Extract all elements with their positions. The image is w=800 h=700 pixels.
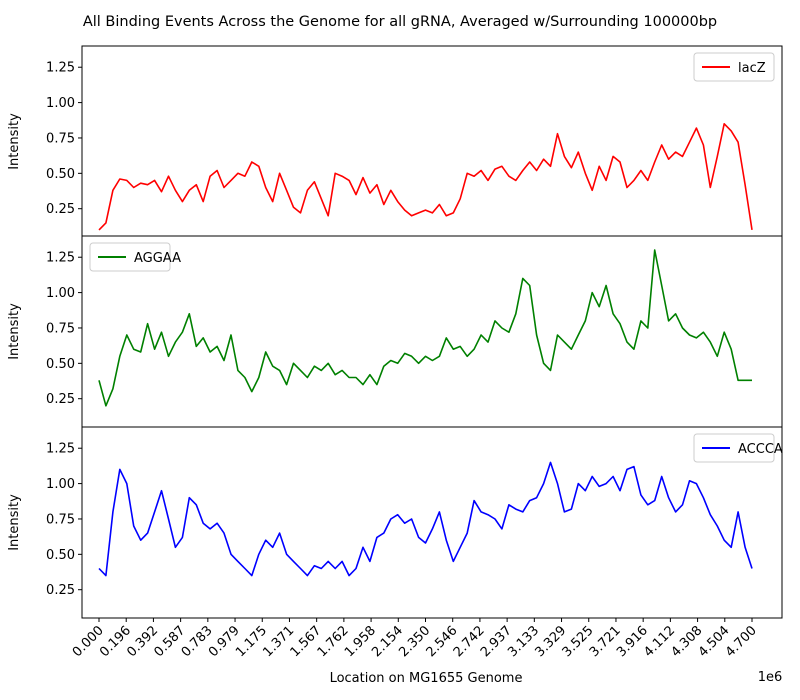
y-tick-label: 0.75 [46, 512, 75, 527]
y-tick-label: 1.00 [46, 477, 75, 492]
y-tick-label: 1.00 [46, 96, 75, 111]
legend-label: ACCCA [738, 442, 783, 457]
legend: ACCCA [693, 433, 783, 463]
x-tick-label: 4.700 [723, 623, 760, 660]
subplot-ACCCA: 0.25 0.50 0.75 1.00 1.25 Intensity ACCCA [7, 426, 783, 619]
subplot-frame [81, 426, 783, 619]
legend: AGGAA [89, 242, 181, 272]
series-line-ACCCA [98, 461, 753, 577]
y-tick-label: 1.25 [46, 251, 75, 266]
y-tick-label: 0.50 [46, 357, 75, 372]
legend-label: AGGAA [134, 251, 181, 266]
subplot-frame [81, 45, 783, 238]
subplot-frame [81, 235, 783, 428]
y-tick-label: 0.75 [46, 131, 75, 146]
legend-box [693, 433, 775, 463]
y-axis-label: Intensity [7, 113, 22, 170]
subplot-stack: 0.25 0.50 0.75 1.00 1.25 Intensity lacZ 0.25 0.5… [7, 45, 783, 619]
subplot-lacZ: 0.25 0.50 0.75 1.00 1.25 Intensity lacZ [7, 45, 783, 238]
legend: lacZ [693, 52, 775, 82]
y-tick-label: 0.25 [46, 202, 75, 217]
series-line-lacZ [98, 123, 753, 231]
chart-title: All Binding Events Across the Genome for… [83, 14, 717, 30]
y-tick-label: 1.25 [46, 61, 75, 76]
x-axis: 0.0000.1960.3920.5870.7830.9791.1751.371… [70, 618, 760, 660]
y-tick-label: 0.25 [46, 583, 75, 598]
series-line-AGGAA [98, 249, 752, 407]
y-axis-label: Intensity [7, 494, 22, 551]
legend-box [89, 242, 171, 272]
subplot-AGGAA: 0.25 0.50 0.75 1.00 1.25 Intensity AGGAA [7, 235, 783, 428]
legend-label: lacZ [738, 61, 766, 76]
y-tick-label: 0.25 [46, 392, 75, 407]
x-offset-text: 1e6 [758, 670, 783, 685]
y-axis-label: Intensity [7, 303, 22, 360]
y-tick-label: 1.25 [46, 442, 75, 457]
y-tick-label: 0.50 [46, 548, 75, 563]
y-tick-label: 0.75 [46, 321, 75, 336]
x-axis-label: Location on MG1655 Genome [330, 671, 523, 686]
legend-box [693, 52, 775, 82]
y-tick-label: 1.00 [46, 286, 75, 301]
y-tick-label: 0.50 [46, 167, 75, 182]
